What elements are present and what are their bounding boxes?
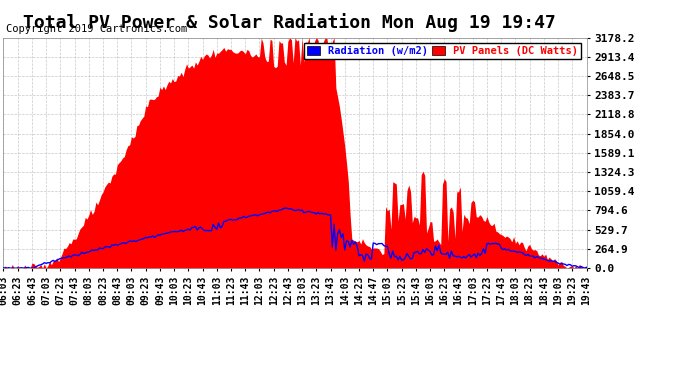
Legend: Radiation (w/m2), PV Panels (DC Watts): Radiation (w/m2), PV Panels (DC Watts) xyxy=(304,43,581,59)
Text: Copyright 2019 Cartronics.com: Copyright 2019 Cartronics.com xyxy=(6,24,187,34)
Text: Total PV Power & Solar Radiation Mon Aug 19 19:47: Total PV Power & Solar Radiation Mon Aug… xyxy=(23,13,556,32)
